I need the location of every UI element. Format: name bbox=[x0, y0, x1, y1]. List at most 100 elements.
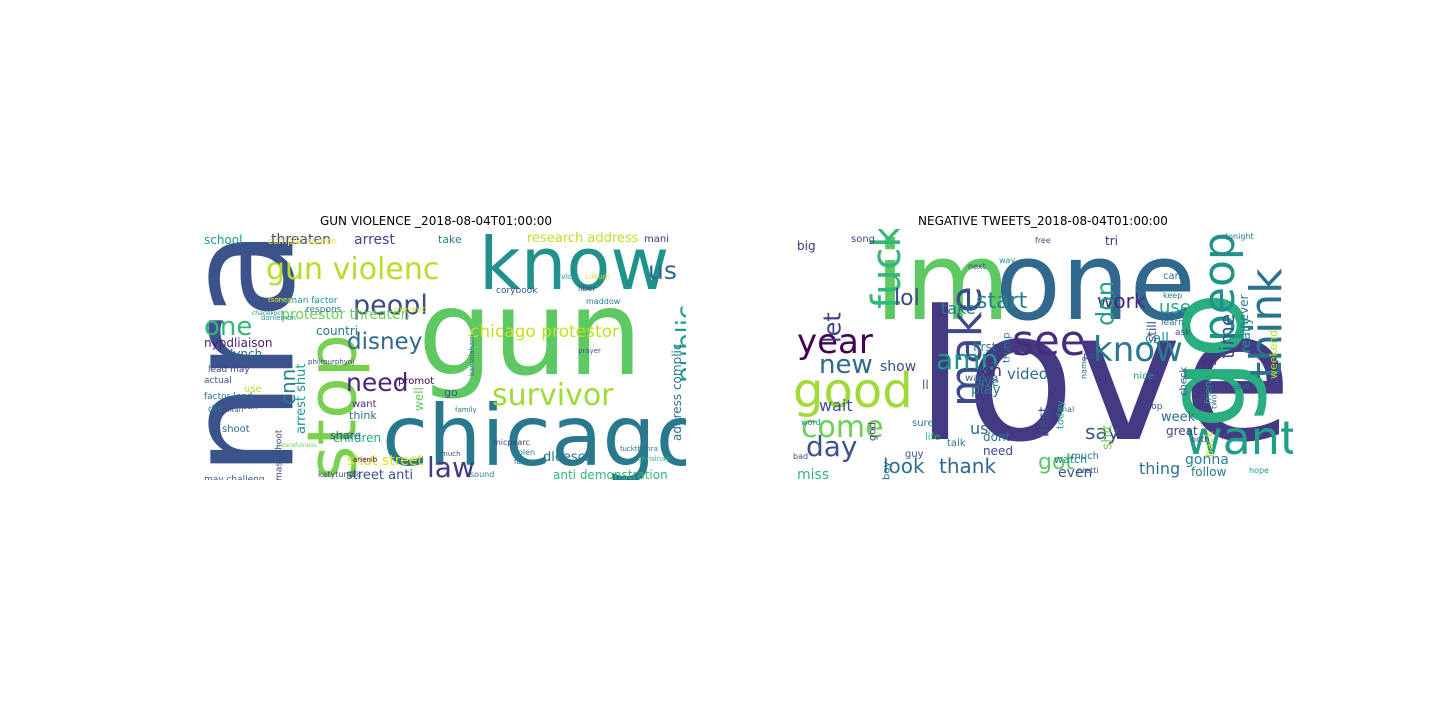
cloud-word: call bbox=[242, 402, 257, 412]
cloud-word: first bbox=[973, 340, 997, 354]
cloud-word: watch bbox=[1054, 453, 1087, 466]
cloud-word: word bbox=[801, 418, 821, 427]
cloud-word: donlemon bbox=[261, 314, 296, 322]
cloud-word: oh bbox=[982, 361, 1002, 380]
cloud-word: charlekoch bbox=[252, 310, 285, 317]
cloud-word: law bbox=[427, 451, 475, 480]
cloud-word: think bbox=[349, 409, 377, 422]
cloud-word: fbi bbox=[514, 458, 523, 466]
cloud-word: well bbox=[412, 387, 426, 411]
cloud-word: follow bbox=[1191, 465, 1227, 479]
cloud-word: chrisinay bbox=[638, 455, 670, 463]
cloud-word: corybook bbox=[496, 286, 538, 296]
cloud-word: free bbox=[1035, 236, 1051, 245]
cloud-word: take bbox=[941, 299, 976, 318]
cloud-word: arienib bbox=[353, 456, 378, 464]
cloud-word: factor lead bbox=[204, 392, 253, 402]
cloud-word: look bbox=[883, 454, 925, 478]
cloud-word: come bbox=[801, 410, 884, 445]
cloud-word: children bbox=[333, 431, 381, 445]
cloud-word: go bbox=[444, 386, 458, 399]
cloud-word: ask bbox=[1175, 328, 1191, 338]
cloud-word: sound bbox=[470, 470, 494, 479]
cloud-word: stop bbox=[1143, 402, 1163, 412]
cloud-word: post bbox=[1083, 351, 1105, 362]
cloud-word: street anti bbox=[346, 468, 413, 480]
cloud-word: play bbox=[971, 382, 1001, 398]
cloud-word: win bbox=[1201, 358, 1217, 368]
cloud-word: research address bbox=[527, 231, 639, 246]
cloud-word: trump bbox=[1001, 333, 1012, 363]
cloud-word: take bbox=[438, 233, 462, 246]
cloud-word: culture bbox=[585, 273, 609, 281]
cloud-word: learn bbox=[1161, 318, 1184, 328]
cloud-word: start bbox=[976, 289, 1028, 314]
cloud-word: peacefulness bbox=[277, 442, 317, 449]
cloud-word: day bbox=[806, 430, 858, 463]
cloud-word: miss bbox=[797, 467, 829, 480]
cloud-word: human factor bbox=[277, 296, 338, 306]
cloud-word: keep bbox=[1163, 291, 1182, 300]
cloud-word: threaten bbox=[271, 232, 331, 248]
cloud-word: let bbox=[819, 312, 847, 343]
cloud-word: tonight bbox=[1225, 232, 1254, 241]
cloud-word: shit bbox=[1100, 424, 1116, 450]
cloud-word: shut street bbox=[347, 453, 423, 469]
cloud-word: want bbox=[352, 399, 377, 410]
cloud-word: disney bbox=[347, 329, 422, 355]
cloud-word: know bbox=[479, 229, 669, 306]
cloud-word: protestor threaten bbox=[281, 307, 410, 323]
cloud-word: ll bbox=[922, 378, 929, 392]
cloud-word: arrest shut bbox=[294, 364, 309, 435]
cloud-word: much bbox=[441, 450, 461, 458]
word-cloud-gun-violence: nra gun chicago know stop gun violenc survivor… bbox=[186, 229, 686, 480]
cloud-word: us bbox=[648, 256, 677, 285]
cloud-word: peopl bbox=[1194, 229, 1245, 342]
cloud-word: back bbox=[1203, 430, 1216, 457]
panel-title-negative-tweets: NEGATIVE TWEETS_2018-08-04T01:00:00 bbox=[918, 214, 1168, 228]
cloud-word: really bbox=[1239, 317, 1254, 353]
cloud-word: know bbox=[1093, 330, 1183, 370]
cloud-word: today bbox=[1055, 400, 1066, 429]
cloud-word: mass shoot bbox=[275, 429, 285, 480]
cloud-word: think bbox=[1241, 268, 1292, 379]
cloud-word: fuckthenra bbox=[620, 445, 658, 453]
cloud-word: dont bbox=[983, 430, 1011, 444]
cloud-word: liber bbox=[578, 284, 596, 293]
cloud-word: philmurphynj bbox=[308, 358, 354, 366]
cloud-word: want bbox=[1185, 411, 1293, 465]
cloud-word: video bbox=[1007, 365, 1048, 383]
cloud-word: prayer bbox=[578, 347, 601, 355]
cloud-word: lol bbox=[894, 286, 920, 311]
cloud-word: week bbox=[1161, 410, 1196, 425]
cloud-word: gonna bbox=[1185, 452, 1229, 468]
cloud-word: stop bbox=[294, 334, 373, 480]
cloud-word: need bbox=[346, 368, 408, 397]
cloud-word: song bbox=[851, 234, 875, 245]
cloud-word: gun bbox=[418, 264, 642, 402]
cloud-word: use bbox=[1159, 297, 1191, 318]
cloud-word: im bbox=[875, 229, 1010, 345]
cloud-word: actual bbox=[204, 376, 232, 386]
cloud-word: new bbox=[819, 350, 873, 380]
cloud-word: lead may bbox=[208, 365, 250, 375]
cloud-word: nice bbox=[1133, 371, 1154, 382]
cloud-word: boy bbox=[881, 462, 892, 480]
cloud-word: dloesch bbox=[543, 450, 593, 465]
cloud-word: wanna bbox=[965, 373, 998, 384]
cloud-word: cnn bbox=[276, 369, 300, 405]
cloud-word: go bbox=[1142, 292, 1270, 429]
cloud-word: need bbox=[983, 444, 1013, 458]
cloud-word: may challeng bbox=[204, 475, 265, 480]
cloud-word: got bbox=[1038, 450, 1074, 475]
cloud-word: best bbox=[1037, 406, 1053, 437]
cloud-word: final bbox=[1057, 405, 1074, 414]
cloud-word: next bbox=[968, 262, 986, 271]
cloud-word: complic human bbox=[268, 237, 337, 247]
cloud-word: one bbox=[995, 229, 1196, 345]
cloud-word: survivor bbox=[492, 378, 614, 413]
cloud-word: fuck bbox=[864, 229, 910, 309]
panel-title-gun-violence: GUN VIOLENCE _2018-08-04T01:00:00 bbox=[319, 214, 553, 228]
